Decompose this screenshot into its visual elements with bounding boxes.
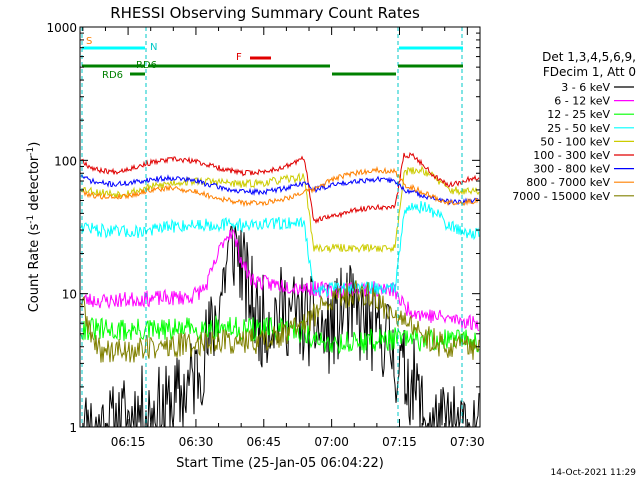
legend-label-5: 100 - 300 keV (533, 149, 610, 162)
plot-area: S N F RD6 RD6 06:15 06:30 06:45 07:00 07:15 07:30… (46, 21, 484, 449)
series-line-6 (80, 173, 480, 206)
legend-label-7: 800 - 7000 keV (526, 176, 610, 189)
flag-label-1: N (150, 42, 157, 53)
plot-frame (79, 26, 481, 428)
y-axis-title-sup2: -1 (26, 147, 36, 156)
legend-label-6: 300 - 800 keV (533, 163, 610, 176)
legend-label-0: 3 - 6 keV (561, 81, 610, 94)
legend-label-4: 50 - 100 keV (540, 135, 610, 148)
x-tick-label-5: 07:30 (450, 435, 485, 449)
x-tick-label-4: 07:15 (382, 435, 417, 449)
y-axis-ticks: 1 10 100 1000 (46, 21, 480, 435)
chart-title: RHESSI Observing Summary Count Rates (110, 4, 420, 22)
series-line-2 (80, 315, 480, 355)
legend-label-8: 7000 - 15000 keV (512, 190, 610, 203)
legend-title-line2: FDecim 1, Att 0 (543, 65, 636, 79)
flag-label-3: RD6 (102, 70, 123, 81)
series-line-8 (80, 280, 480, 363)
legend-label-1: 6 - 12 keV (554, 95, 610, 108)
x-axis-ticks: 06:15 06:30 06:45 07:00 07:15 07:30 (82, 27, 485, 449)
y-axis-title-mid: detector (27, 155, 42, 215)
flag-label-0: S (86, 36, 92, 47)
x-tick-label-2: 06:45 (246, 435, 281, 449)
y-axis-title-sup1: -1 (26, 215, 36, 224)
series-line-1 (80, 228, 480, 332)
timestamp: 14-Oct-2021 11:29 (551, 468, 637, 478)
y-tick-label-3: 1000 (46, 21, 77, 35)
legend-label-3: 25 - 50 keV (547, 122, 610, 135)
x-axis-title: Start Time (25-Jan-05 06:04:22) (176, 456, 384, 471)
series-line-4 (80, 165, 480, 254)
series-line-7 (80, 165, 479, 208)
x-tick-label-1: 06:30 (179, 435, 214, 449)
y-axis-title: Count Rate (s-1 detector-1) (26, 142, 42, 313)
legend-label-2: 12 - 25 keV (547, 108, 610, 121)
series-line-3 (80, 201, 480, 298)
x-tick-label-0: 06:15 (111, 435, 146, 449)
y-tick-label-2: 100 (54, 154, 77, 168)
flag-layer: S N F RD6 RD6 (81, 27, 463, 427)
y-axis-title-suffix: ) (27, 142, 42, 147)
y-tick-label-0: 1 (69, 421, 77, 435)
series-line-5 (80, 152, 480, 225)
legend-title-line1: Det 1,3,4,5,6,9, (542, 50, 636, 64)
flag-label-4: RD6 (136, 60, 157, 71)
flag-label-2: F (236, 52, 242, 63)
legend: Det 1,3,4,5,6,9, FDecim 1, Att 0 3 - 6 k… (512, 50, 636, 203)
y-axis-title-prefix: Count Rate (s (27, 224, 42, 313)
x-tick-label-3: 07:00 (314, 435, 349, 449)
y-tick-label-1: 10 (62, 288, 77, 302)
